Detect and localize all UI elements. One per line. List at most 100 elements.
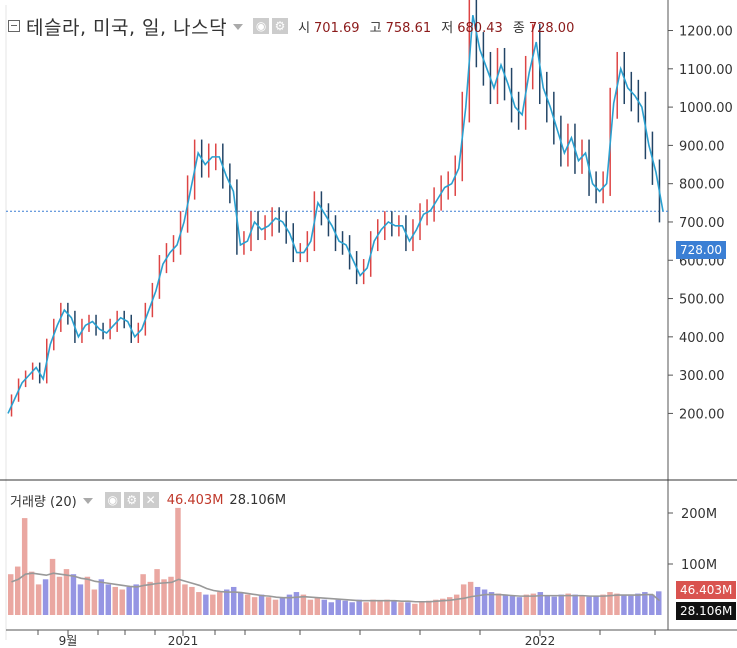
x-tick-label: 9월	[59, 634, 78, 648]
volume-bar	[230, 586, 237, 615]
low-value: 680.43	[457, 20, 503, 36]
volume-bar	[537, 592, 544, 615]
y-tick-label: 1200.00	[679, 25, 733, 40]
volume-bar	[523, 594, 530, 615]
y-tick-label: 900.00	[679, 139, 725, 154]
volume-bar	[293, 592, 300, 615]
volume-y-tick-label: 100M	[681, 558, 717, 573]
volume-bar	[572, 594, 578, 615]
volume-bar	[84, 576, 91, 615]
volume-bar	[133, 584, 139, 615]
volume-bar	[98, 579, 105, 615]
volume-bar	[56, 576, 63, 615]
volume-bar	[335, 599, 341, 615]
price-series	[7, 0, 664, 417]
volume-bar	[460, 584, 467, 615]
volume-bar	[635, 593, 641, 615]
volume-bar	[607, 592, 613, 615]
volume-bar	[474, 586, 481, 615]
volume-bar	[272, 599, 279, 615]
volume-ma-line	[11, 572, 661, 603]
volume-bar	[314, 597, 321, 615]
volume-bar	[481, 589, 488, 615]
volume-bar	[446, 597, 453, 615]
volume-bar	[203, 594, 209, 615]
x-tick-label: 2021	[168, 634, 199, 648]
volume-bar	[35, 584, 42, 615]
volume-y-tick-label: 200M	[681, 507, 717, 522]
volume-bar	[412, 603, 418, 615]
eye-icon[interactable]: ◉	[104, 492, 121, 508]
volume-bar	[530, 593, 537, 615]
volume-bar	[237, 592, 244, 615]
volume-bar	[300, 594, 307, 615]
volume-bar	[168, 576, 174, 615]
volume-bar	[405, 602, 411, 615]
volume-bar	[217, 592, 223, 615]
collapse-icon[interactable]	[8, 20, 20, 32]
ohlc-readout: 시 701.69 고 758.61 저 680.43 종 728.00	[298, 17, 580, 36]
volume-bar	[224, 589, 230, 615]
volume-bar	[321, 599, 328, 615]
volume-bar	[119, 589, 125, 615]
volume-bar	[349, 602, 355, 615]
chevron-down-icon[interactable]	[233, 24, 244, 30]
volume-ma-value: 28.106M	[229, 492, 287, 508]
y-tick-label: 800.00	[679, 178, 725, 193]
gear-icon[interactable]: ⚙	[272, 18, 289, 34]
volume-bar	[565, 593, 571, 615]
volume-bar	[642, 592, 648, 615]
volume-bar	[265, 597, 272, 615]
chevron-down-icon[interactable]	[82, 498, 93, 504]
volume-bar	[551, 596, 557, 615]
volume-bar	[63, 569, 70, 615]
volume-bar	[593, 595, 599, 615]
volume-bar	[307, 599, 314, 615]
volume-bar	[600, 594, 606, 615]
eye-icon[interactable]: ◉	[253, 18, 270, 34]
volume-last-tag: 46.403M	[676, 581, 737, 599]
volume-value: 46.403M	[166, 492, 224, 508]
volume-bar	[14, 566, 21, 615]
open-label: 시	[298, 20, 311, 36]
volume-bar	[175, 507, 181, 615]
volume-bar	[154, 569, 160, 615]
volume-bar	[544, 595, 551, 615]
volume-bar	[112, 586, 118, 615]
volume-bar	[258, 594, 265, 615]
y-tick-label: 400.00	[679, 331, 725, 346]
volume-title: 거래량 (20)	[10, 494, 77, 510]
volume-bar	[28, 571, 35, 615]
volume-bar	[251, 597, 258, 615]
y-tick-label: 1100.00	[679, 63, 733, 78]
volume-bar	[91, 589, 98, 615]
volume-bar	[161, 579, 167, 615]
price-panel-header: 테슬라, 미국, 일, 나스닥 ◉ ⚙ 시 701.69 고 758.61 저 680…	[8, 14, 580, 39]
volume-bar	[502, 594, 509, 615]
volume-bar	[147, 581, 153, 615]
volume-bar	[21, 518, 28, 615]
y-tick-label: 500.00	[679, 293, 725, 308]
symbol-title: 테슬라, 미국, 일, 나스닥	[26, 16, 228, 39]
y-tick-label: 200.00	[679, 407, 725, 422]
gear-icon[interactable]: ⚙	[123, 492, 140, 508]
volume-bar	[419, 602, 425, 615]
close-label: 종	[512, 20, 525, 36]
volume-bar	[70, 574, 77, 615]
volume-ma-tag: 28.106M	[676, 602, 737, 620]
volume-bar	[182, 584, 188, 615]
volume-bar	[586, 596, 592, 615]
volume-bar	[105, 584, 112, 615]
volume-bar	[377, 600, 383, 615]
volume-bar	[433, 599, 439, 615]
y-tick-label: 300.00	[679, 369, 725, 384]
volume-bar	[440, 598, 446, 615]
open-value: 701.69	[314, 20, 360, 36]
close-icon[interactable]: ✕	[142, 492, 159, 508]
volume-bar	[140, 574, 146, 615]
volume-bar	[210, 594, 216, 615]
volume-bar	[42, 579, 49, 615]
volume-bar	[467, 581, 474, 615]
volume-bar	[614, 593, 620, 615]
